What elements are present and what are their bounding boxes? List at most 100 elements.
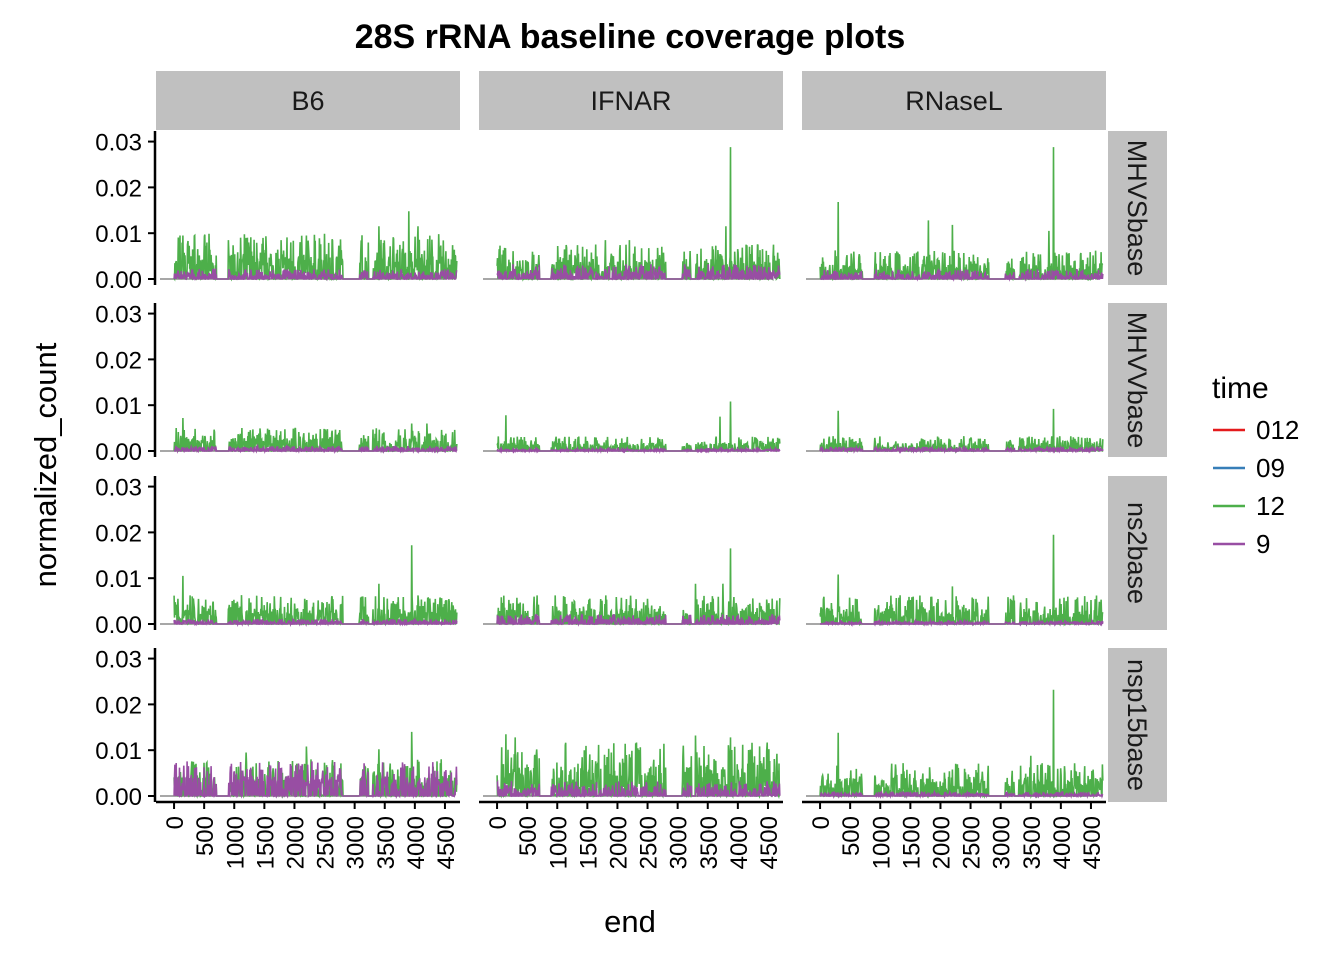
series-line-9 bbox=[819, 444, 1104, 454]
x-tick-label: 0 bbox=[808, 816, 835, 829]
facet-mhvvbase-rnasel bbox=[806, 408, 1104, 455]
x-tick-label: 4500 bbox=[756, 816, 783, 869]
legend-label-9: 9 bbox=[1256, 529, 1270, 559]
x-axes: 0 500 1000 1500 2000 2500 3000 3500 4000 4500 0 500… bbox=[156, 800, 1106, 869]
facet-ns2base-b6 bbox=[160, 545, 458, 628]
x-tick-label: 3000 bbox=[666, 816, 693, 869]
strip-label-nsp15base: nsp15base bbox=[1122, 659, 1152, 791]
facet-mhvsbase-ifnar bbox=[483, 147, 781, 282]
series-line-9 bbox=[819, 617, 1104, 628]
column-strips: B6 IFNAR RNaseL bbox=[156, 71, 1106, 130]
x-tick-label: 2500 bbox=[959, 816, 986, 869]
y-tick-label: 0.01 bbox=[95, 738, 142, 765]
series-line-12 bbox=[496, 548, 781, 627]
facet-ns2base-ifnar bbox=[483, 548, 781, 627]
series-line-9 bbox=[496, 445, 781, 455]
series-line-9 bbox=[819, 789, 1104, 800]
facet-nsp15base-b6 bbox=[160, 731, 458, 800]
legend-label-12: 12 bbox=[1256, 491, 1285, 521]
x-tick-label: 2000 bbox=[605, 816, 632, 869]
series-line-9 bbox=[496, 264, 781, 281]
x-tick-label: 1000 bbox=[868, 816, 895, 869]
legend-title: time bbox=[1212, 372, 1269, 405]
strip-label-b6: B6 bbox=[291, 86, 324, 116]
x-tick-label: 3000 bbox=[343, 816, 370, 869]
x-tick-label: 1500 bbox=[898, 816, 925, 869]
strip-label-mhvsbase: MHVSbase bbox=[1122, 140, 1152, 277]
strip-bg-ifnar bbox=[479, 71, 783, 130]
x-tick-label: 0 bbox=[162, 816, 189, 829]
strip-label-mhvvbase: MHVVbase bbox=[1122, 312, 1152, 449]
x-tick-label: 500 bbox=[838, 816, 865, 856]
strip-label-ns2base: ns2base bbox=[1122, 502, 1152, 604]
facet-mhvvbase-ifnar bbox=[483, 401, 781, 455]
y-tick-label: 0.00 bbox=[95, 612, 142, 639]
x-tick-label: 4500 bbox=[1079, 816, 1106, 869]
facet-mhvsbase-b6 bbox=[160, 211, 458, 282]
x-tick-label: 2500 bbox=[636, 816, 663, 869]
facet-mhvsbase-rnasel bbox=[806, 147, 1104, 282]
x-tick-label: 2500 bbox=[313, 816, 340, 869]
series-line-9 bbox=[173, 267, 458, 282]
x-tick-label: 2000 bbox=[928, 816, 955, 869]
series-line-9 bbox=[496, 779, 781, 798]
y-tick-label: 0.01 bbox=[95, 393, 142, 420]
series-line-12 bbox=[173, 211, 458, 282]
x-tick-label: 4000 bbox=[726, 816, 753, 869]
y-tick-label: 0.00 bbox=[95, 439, 142, 466]
series-line-9 bbox=[173, 617, 458, 628]
strip-label-rnasel: RNaseL bbox=[905, 86, 1003, 116]
x-tick-label: 4000 bbox=[403, 816, 430, 869]
facet-nsp15base-rnasel bbox=[806, 689, 1104, 800]
strip-bg-ns2base bbox=[1108, 476, 1167, 630]
strip-bg-mhvvbase bbox=[1108, 303, 1167, 457]
series-line-12 bbox=[173, 545, 458, 627]
legend-label-012: 012 bbox=[1256, 415, 1299, 445]
x-tick-label: 2000 bbox=[282, 816, 309, 869]
x-tick-label: 1500 bbox=[252, 816, 279, 869]
x-tick-label: 3500 bbox=[1019, 816, 1046, 869]
x-tick-label: 4000 bbox=[1049, 816, 1076, 869]
strip-label-ifnar: IFNAR bbox=[591, 86, 672, 116]
y-tick-label: 0.00 bbox=[95, 267, 142, 294]
y-tick-label: 0.03 bbox=[95, 302, 142, 329]
x-tick-label: 3500 bbox=[696, 816, 723, 869]
y-tick-label: 0.01 bbox=[95, 221, 142, 248]
legend: time 012 09 12 9 bbox=[1212, 372, 1299, 559]
series-line-12 bbox=[496, 147, 781, 282]
x-tick-label: 4500 bbox=[433, 816, 460, 869]
x-tick-label: 500 bbox=[192, 816, 219, 856]
y-tick-label: 0.01 bbox=[95, 566, 142, 593]
facet-ns2base-rnasel bbox=[806, 534, 1104, 628]
y-tick-label: 0.02 bbox=[95, 520, 142, 547]
x-axis-title: end bbox=[604, 904, 656, 939]
y-tick-label: 0.02 bbox=[95, 692, 142, 719]
legend-label-09: 09 bbox=[1256, 453, 1285, 483]
x-tick-label: 3000 bbox=[989, 816, 1016, 869]
x-tick-label: 1500 bbox=[575, 816, 602, 869]
strip-bg-mhvsbase bbox=[1108, 131, 1167, 285]
facet-mhvvbase-b6 bbox=[160, 417, 458, 455]
y-tick-label: 0.02 bbox=[95, 347, 142, 374]
y-axes: 0.00 0.01 0.02 0.03 0.00 0.01 0.02 0.03 0.00 0.01… bbox=[95, 130, 157, 811]
series-line-12 bbox=[819, 147, 1104, 282]
series-line-12 bbox=[496, 401, 781, 453]
facet-nsp15base-ifnar bbox=[483, 734, 781, 800]
facet-panels bbox=[160, 147, 1104, 800]
series-line-9 bbox=[819, 267, 1104, 282]
y-tick-label: 0.03 bbox=[95, 647, 142, 674]
y-tick-label: 0.03 bbox=[95, 475, 142, 502]
x-tick-label: 1000 bbox=[545, 816, 572, 869]
y-tick-label: 0.02 bbox=[95, 175, 142, 202]
series-line-9 bbox=[496, 613, 781, 627]
strip-bg-b6 bbox=[156, 71, 460, 130]
x-tick-label: 1000 bbox=[222, 816, 249, 869]
series-line-12 bbox=[819, 689, 1104, 799]
chart-title: 28S rRNA baseline coverage plots bbox=[355, 18, 906, 56]
x-tick-label: 0 bbox=[485, 816, 512, 829]
series-line-12 bbox=[173, 417, 458, 454]
y-tick-label: 0.00 bbox=[95, 784, 142, 811]
row-strips: MHVSbase MHVVbase ns2base nsp15base bbox=[1108, 131, 1167, 802]
x-tick-label: 3500 bbox=[373, 816, 400, 869]
